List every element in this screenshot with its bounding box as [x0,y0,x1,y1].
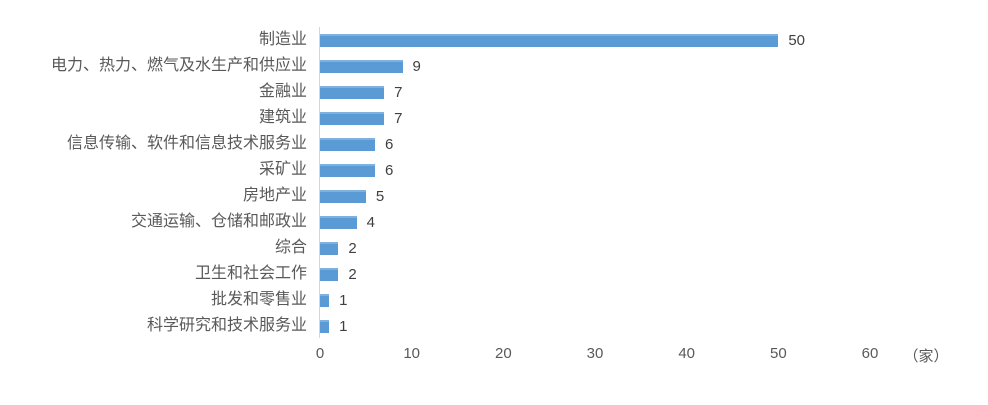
bar [320,137,375,151]
bar-row: 房地产业 5 [0,183,805,209]
bar-row: 交通运输、仓储和邮政业 4 [0,209,805,235]
value-label: 9 [412,57,421,75]
bar-row: 金融业 7 [0,79,805,105]
category-label: 批发和零售业 [210,291,307,308]
bar [320,85,385,99]
x-tick-label: 40 [678,345,695,362]
bar-row: 卫生和社会工作 2 [0,261,805,287]
bar-row: 采矿业 6 [0,157,805,183]
bar [320,241,339,255]
bar [320,59,403,73]
y-axis-line [319,27,320,338]
x-axis-unit: （家） [903,348,949,365]
value-label: 2 [348,265,357,283]
category-label: 制造业 [258,31,307,48]
x-tick-label: 50 [769,345,787,362]
bar [320,267,339,281]
value-label: 50 [788,31,806,49]
bar [320,111,385,125]
value-label: 4 [366,213,375,231]
category-label: 卫生和社会工作 [194,265,307,282]
bar [320,319,330,333]
value-label: 2 [348,239,357,257]
category-label: 信息传输、软件和信息技术服务业 [66,135,307,152]
bar-row: 信息传输、软件和信息技术服务业 6 [0,131,805,157]
x-tick-label: 20 [494,345,512,362]
bar [320,163,375,177]
value-label: 5 [375,187,385,205]
category-label: 采矿业 [258,161,307,178]
value-label: 7 [394,109,403,127]
category-label: 电力、热力、燃气及水生产和供应业 [50,57,307,74]
bar-row: 科学研究和技术服务业 1 [0,313,805,339]
x-tick-label: 30 [586,345,604,362]
category-label: 综合 [274,239,307,256]
value-label: 6 [385,135,394,153]
category-label: 金融业 [258,83,307,100]
bar-row: 电力、热力、燃气及水生产和供应业 9 [0,53,805,79]
value-label: 1 [339,317,348,335]
category-label: 交通运输、仓储和邮政业 [130,213,307,230]
bar-row: 制造业 50 [0,27,805,53]
x-tick-label: 0 [315,345,325,362]
bar-row: 综合 2 [0,235,805,261]
category-label: 房地产业 [242,187,307,204]
bars-container: 制造业 50 电力、热力、燃气及水生产和供应业 9 金融业 7 建筑业 7 信息传输、软件和信息… [0,27,805,339]
value-label: 1 [339,291,348,309]
bar [320,189,366,203]
bar-row: 批发和零售业 1 [0,287,805,313]
value-label: 7 [394,83,403,101]
x-tick-label: 60 [861,345,879,362]
bar [320,293,330,307]
bar-row: 建筑业 7 [0,105,805,131]
x-tick-label: 10 [403,345,420,362]
category-label: 建筑业 [258,109,307,126]
value-label: 6 [385,161,394,179]
bar [320,33,779,47]
category-label: 科学研究和技术服务业 [146,317,307,334]
bar [320,215,357,229]
